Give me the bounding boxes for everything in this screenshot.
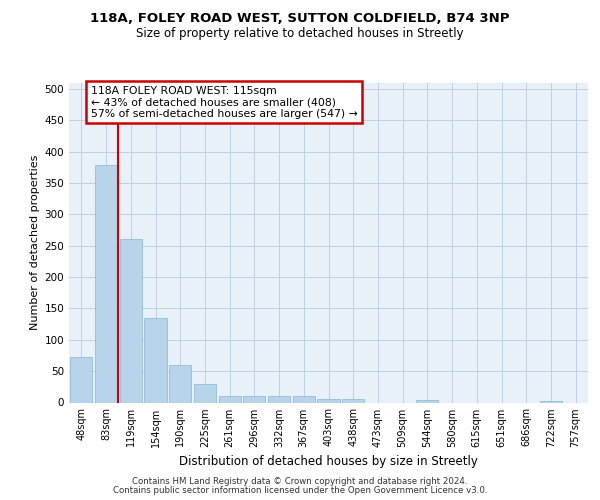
Bar [119, 240, 142, 402]
Bar [416, 400, 439, 402]
Bar [540, 400, 562, 402]
Text: 118A, FOLEY ROAD WEST, SUTTON COLDFIELD, B74 3NP: 118A, FOLEY ROAD WEST, SUTTON COLDFIELD,… [90, 12, 510, 26]
Bar [194, 384, 216, 402]
Y-axis label: Number of detached properties: Number of detached properties [30, 155, 40, 330]
Text: Size of property relative to detached houses in Streetly: Size of property relative to detached ho… [136, 28, 464, 40]
Bar [243, 396, 265, 402]
Bar [145, 318, 167, 402]
Bar [169, 365, 191, 403]
Text: 118A FOLEY ROAD WEST: 115sqm
← 43% of detached houses are smaller (408)
57% of s: 118A FOLEY ROAD WEST: 115sqm ← 43% of de… [91, 86, 358, 119]
Text: Contains HM Land Registry data © Crown copyright and database right 2024.: Contains HM Land Registry data © Crown c… [132, 477, 468, 486]
X-axis label: Distribution of detached houses by size in Streetly: Distribution of detached houses by size … [179, 455, 478, 468]
Bar [95, 166, 117, 402]
Bar [317, 400, 340, 402]
Bar [70, 358, 92, 403]
Bar [293, 396, 315, 402]
Bar [342, 400, 364, 402]
Bar [218, 396, 241, 402]
Bar [268, 396, 290, 402]
Text: Contains public sector information licensed under the Open Government Licence v3: Contains public sector information licen… [113, 486, 487, 495]
